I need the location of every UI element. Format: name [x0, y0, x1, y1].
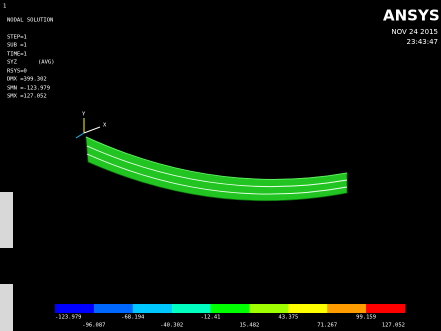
legend-label: 71.267	[317, 323, 337, 329]
time: 23:43:47	[407, 38, 438, 46]
legend-label: 43.375	[278, 315, 298, 321]
logo: ANSYS	[383, 7, 440, 25]
legend-label: 127.052	[382, 323, 405, 329]
legend-band	[249, 304, 288, 313]
legend-band	[94, 304, 133, 313]
legend-label: -40.302	[160, 323, 183, 329]
header-line: SUB =1	[7, 43, 27, 49]
header-line: TIME=1	[7, 52, 27, 58]
side-panel	[0, 192, 13, 248]
legend-label: -12.41	[201, 315, 221, 321]
ansys-viewport: 1 NODAL SOLUTION (AVG) ANSYS NOV 24 2015…	[0, 0, 441, 331]
side-panel	[0, 284, 13, 331]
legend-band	[211, 304, 250, 313]
legend-label: -123.979	[55, 315, 82, 321]
legend-band	[366, 304, 405, 313]
legend-band	[55, 304, 94, 313]
legend-band	[327, 304, 366, 313]
background	[0, 0, 441, 331]
legend-band	[133, 304, 172, 313]
legend-label: 99.159	[356, 315, 376, 321]
date: NOV 24 2015	[391, 28, 438, 36]
legend-band	[172, 304, 211, 313]
header-line: STEP=1	[7, 35, 27, 41]
legend-label: 15.482	[240, 323, 260, 329]
header-line: RSYS=0	[7, 69, 27, 75]
window-number: 1	[3, 4, 6, 10]
plot-title: NODAL SOLUTION	[7, 18, 53, 24]
header-line: SMN =-123.979	[7, 86, 50, 92]
header-line: SMX =127.052	[7, 94, 47, 100]
legend-label: -68.194	[121, 315, 145, 321]
legend-band	[288, 304, 327, 313]
header-line: DMX =399.302	[7, 77, 47, 83]
avg-label: (AVG)	[38, 60, 55, 66]
legend-label: -96.087	[82, 323, 105, 329]
header-line: SYZ	[7, 60, 18, 66]
